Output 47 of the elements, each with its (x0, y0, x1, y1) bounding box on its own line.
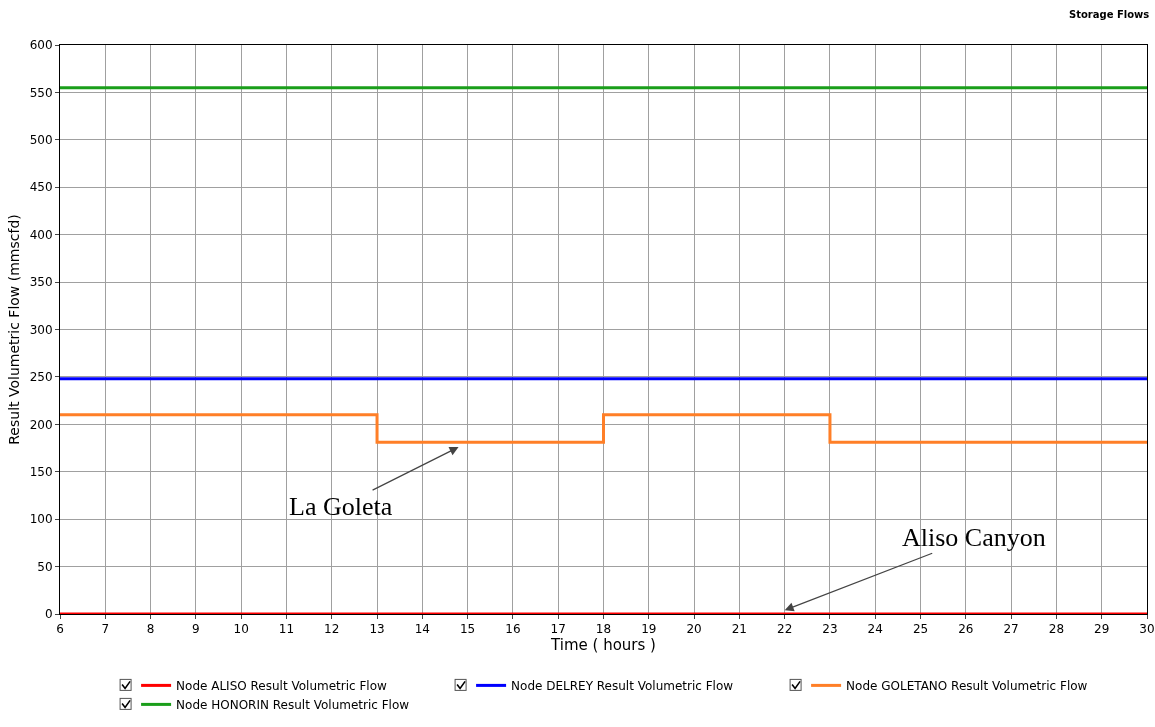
x-tick-label: 16 (505, 622, 521, 637)
y-tick-label: 450 (29, 180, 53, 195)
y-tick-label: 50 (37, 559, 53, 574)
y-tick-label: 0 (44, 607, 53, 622)
y-tick-label: 350 (29, 275, 53, 290)
x-tick-label: 21 (731, 622, 748, 637)
legend-label: Node GOLETANO Result Volumetric Flow (846, 679, 1088, 694)
annotation: La Goleta (289, 492, 393, 521)
y-tick-label: 300 (29, 322, 53, 337)
x-tick-label: 20 (686, 622, 702, 637)
x-tick-label: 30 (1139, 622, 1155, 637)
legend-label: Node ALISO Result Volumetric Flow (176, 679, 388, 694)
x-tick-label: 18 (595, 622, 612, 637)
legend-label: Node HONORIN Result Volumetric Flow (176, 698, 410, 713)
y-tick-label: 100 (29, 512, 53, 527)
y-axis-title: Result Volumetric Flow (mmscfd) (6, 214, 23, 445)
y-tick-label: 400 (29, 227, 53, 242)
x-tick-label: 17 (550, 622, 566, 637)
x-tick-label: 6 (56, 622, 64, 637)
x-tick-label: 26 (958, 622, 974, 637)
x-tick-label: 15 (459, 622, 476, 637)
x-tick-label: 11 (278, 622, 295, 637)
y-tick-label: 200 (29, 417, 53, 432)
x-tick-label: 22 (777, 622, 793, 637)
x-tick-label: 8 (146, 622, 155, 637)
annotation: Aliso Canyon (902, 523, 1046, 552)
x-tick-label: 24 (867, 622, 883, 637)
x-tick-label: 19 (641, 622, 657, 637)
x-tick-label: 14 (414, 622, 430, 637)
x-tick-label: 7 (101, 622, 110, 637)
legend-label: Node DELREY Result Volumetric Flow (511, 679, 734, 694)
y-tick-label: 600 (29, 38, 53, 53)
y-tick-label: 550 (29, 85, 53, 100)
y-tick-label: 500 (29, 133, 53, 148)
x-tick-label: 27 (1003, 622, 1019, 637)
x-tick-label: 23 (822, 622, 838, 637)
x-tick-label: 25 (912, 622, 929, 637)
x-tick-label: 10 (233, 622, 249, 637)
x-axis-title: Time ( hours ) (550, 636, 656, 655)
x-tick-label: 29 (1094, 622, 1110, 637)
x-tick-label: 28 (1048, 622, 1065, 637)
chart-title: Storage Flows (1068, 8, 1150, 20)
x-tick-label: 13 (369, 622, 385, 637)
y-tick-label: 150 (29, 464, 53, 479)
x-tick-label: 12 (324, 622, 340, 637)
y-tick-label: 250 (29, 370, 53, 385)
x-tick-label: 9 (192, 622, 200, 637)
